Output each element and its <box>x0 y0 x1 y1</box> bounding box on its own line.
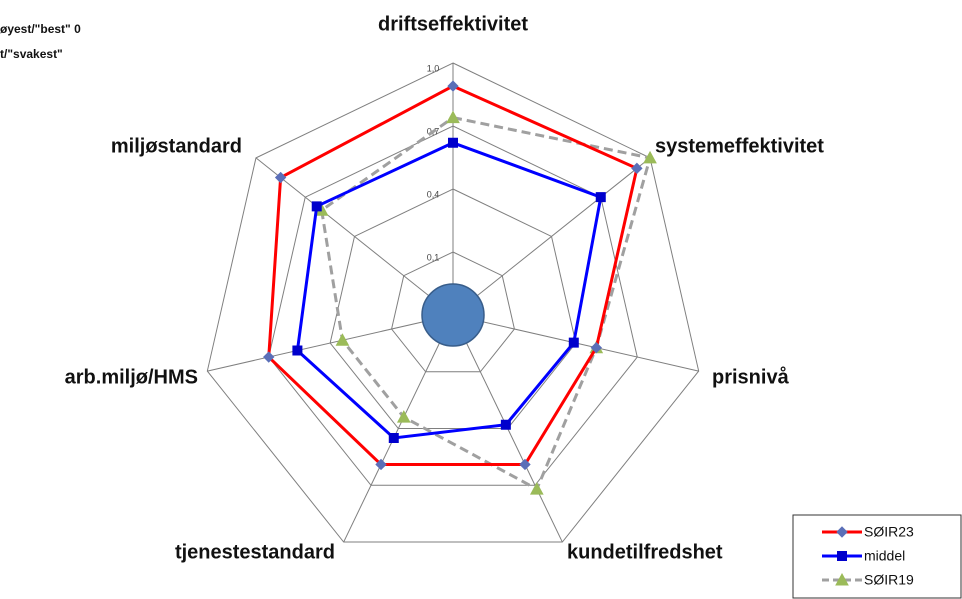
marker <box>837 551 847 561</box>
marker <box>631 162 643 175</box>
annotation: øyest/"best" 0 <box>0 22 81 36</box>
tick-label: 1,0 <box>427 63 440 73</box>
marker <box>448 137 458 148</box>
spoke <box>207 314 454 372</box>
legend-label: middel <box>864 548 905 564</box>
center-disc <box>421 283 485 347</box>
grid-ring <box>391 251 515 373</box>
category-label: arb.miljø/HMS <box>65 366 198 388</box>
marker <box>568 337 579 348</box>
marker <box>292 345 303 356</box>
spoke <box>255 157 454 316</box>
marker <box>396 410 411 423</box>
marker <box>519 458 531 471</box>
category-label: tjenestestandard <box>175 541 335 563</box>
legend-label: SØIR19 <box>864 572 914 588</box>
marker <box>447 80 459 92</box>
tick-label: 0,1 <box>427 252 440 262</box>
annotation: t/"svakest" <box>0 47 63 61</box>
marker <box>311 201 322 212</box>
category-label: miljøstandard <box>111 135 242 157</box>
marker <box>388 432 399 443</box>
category-label: prisnivå <box>712 365 790 388</box>
grid-ring <box>329 188 577 430</box>
series-line <box>295 141 603 440</box>
marker <box>375 458 387 471</box>
marker <box>446 110 460 124</box>
marker <box>643 150 657 164</box>
series-line <box>267 84 639 466</box>
grid-ring <box>268 125 638 486</box>
marker <box>590 342 603 354</box>
category-label: kundetilfredshet <box>567 541 723 563</box>
marker <box>263 351 275 363</box>
marker <box>836 526 848 538</box>
grid-ring <box>206 62 700 543</box>
marker <box>835 572 849 586</box>
marker <box>529 482 544 495</box>
category-label: systemeffektivitet <box>655 135 824 157</box>
spoke <box>452 157 651 316</box>
marker <box>595 192 606 203</box>
tick-label: 0,4 <box>427 189 440 199</box>
marker <box>274 171 287 184</box>
legend-label: SØIR23 <box>864 524 914 540</box>
spoke <box>343 314 454 543</box>
series-line <box>320 116 652 492</box>
marker <box>335 333 350 346</box>
marker <box>500 419 511 430</box>
category-label: driftseffektivitet <box>378 13 528 35</box>
legend-box <box>792 514 962 599</box>
